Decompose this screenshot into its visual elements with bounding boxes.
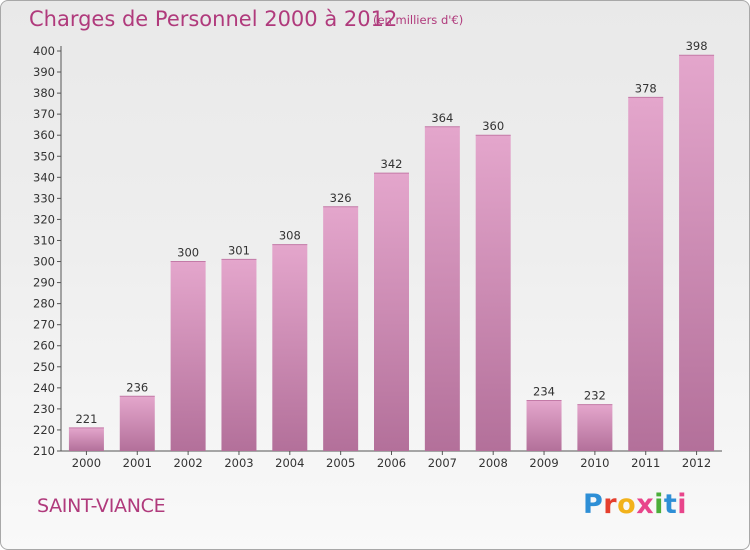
y-tick-label: 230 — [33, 402, 55, 416]
logo-letter: t — [663, 489, 678, 520]
x-tick-label: 2003 — [224, 456, 253, 470]
logo-letter: o — [617, 489, 637, 520]
x-tick-label: 2006 — [377, 456, 406, 470]
y-tick-label: 300 — [33, 255, 55, 269]
logo-letter: x — [636, 489, 655, 520]
x-tick-label: 2011 — [631, 456, 660, 470]
x-tick-label: 2009 — [529, 456, 558, 470]
bar-value-label: 234 — [533, 384, 555, 398]
proxiti-logo: Proxiti — [583, 489, 687, 520]
bar — [577, 404, 613, 451]
x-tick-label: 2008 — [479, 456, 508, 470]
bar — [68, 427, 104, 451]
chart-title: Charges de Personnel 2000 à 2012 — [29, 7, 398, 31]
y-tick-label: 210 — [33, 444, 55, 458]
logo-letter: r — [603, 489, 618, 520]
x-tick-label: 2002 — [173, 456, 202, 470]
bar — [526, 400, 562, 451]
y-tick-label: 270 — [33, 318, 55, 332]
chart-unit-subtitle: (en milliers d'€) — [373, 13, 464, 27]
bar-value-label: 236 — [126, 380, 148, 394]
bar-value-label: 364 — [431, 111, 453, 125]
y-tick-label: 390 — [33, 65, 55, 79]
logo-letter: P — [583, 489, 604, 520]
bar — [475, 135, 511, 452]
bar-value-label: 221 — [75, 412, 97, 426]
y-tick-label: 370 — [33, 107, 55, 121]
x-tick-label: 2000 — [72, 456, 101, 470]
bar — [424, 126, 460, 451]
y-tick-label: 400 — [33, 44, 55, 58]
x-tick-label: 2010 — [580, 456, 609, 470]
bar-value-label: 232 — [584, 389, 606, 403]
bar — [170, 261, 206, 451]
bar — [272, 244, 308, 451]
bar — [679, 55, 715, 452]
bar-value-label: 300 — [177, 246, 199, 260]
x-tick-label: 2007 — [428, 456, 457, 470]
y-tick-label: 360 — [33, 128, 55, 142]
bar-value-label: 326 — [330, 191, 352, 205]
y-tick-label: 220 — [33, 423, 55, 437]
bar — [374, 173, 409, 451]
x-tick-label: 2004 — [275, 456, 304, 470]
y-tick-label: 380 — [33, 86, 55, 100]
bar — [628, 97, 664, 451]
commune-name: SAINT-VIANCE — [37, 495, 166, 517]
bar-value-label: 378 — [635, 81, 657, 95]
bar-value-label: 398 — [686, 39, 708, 53]
logo-letter: i — [654, 489, 664, 520]
logo-letter: i — [677, 489, 688, 520]
x-tick-label: 2005 — [326, 456, 355, 470]
y-tick-label: 290 — [33, 276, 55, 290]
x-tick-label: 2001 — [123, 456, 152, 470]
y-tick-label: 280 — [33, 297, 55, 311]
y-tick-label: 240 — [33, 381, 55, 395]
y-tick-label: 260 — [33, 339, 55, 353]
bar — [221, 259, 257, 451]
x-tick-label: 2012 — [682, 456, 711, 470]
y-tick-label: 320 — [33, 212, 55, 226]
y-tick-label: 350 — [33, 149, 55, 163]
y-tick-label: 330 — [33, 191, 55, 205]
bar — [323, 206, 359, 451]
y-tick-label: 250 — [33, 360, 55, 374]
bar-value-label: 342 — [381, 157, 403, 171]
bar-value-label: 360 — [482, 119, 504, 133]
bar-value-label: 308 — [279, 229, 301, 243]
y-tick-label: 340 — [33, 170, 55, 184]
y-tick-label: 310 — [33, 233, 55, 247]
bar — [119, 396, 155, 451]
bar-value-label: 301 — [228, 243, 250, 257]
